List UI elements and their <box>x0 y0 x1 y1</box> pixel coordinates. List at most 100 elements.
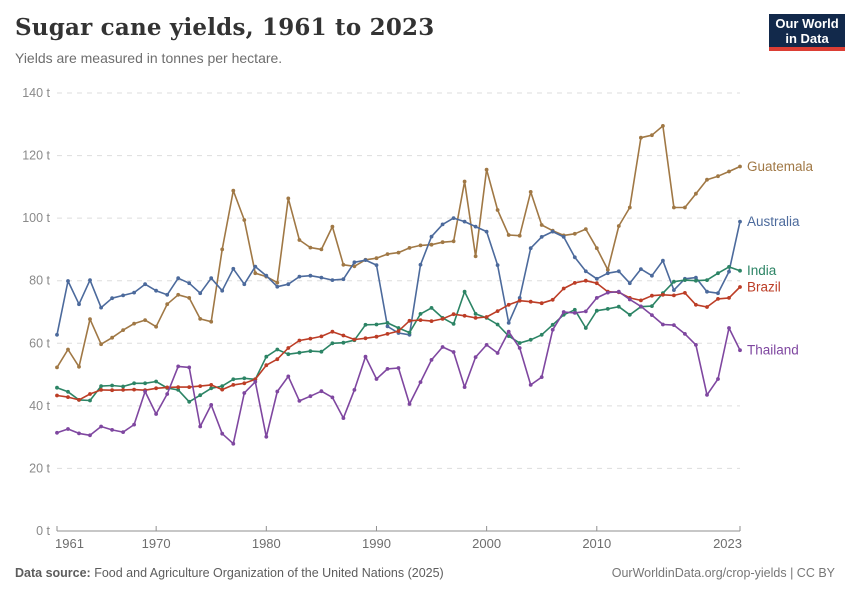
data-point[interactable] <box>539 235 544 239</box>
data-point[interactable] <box>594 281 599 286</box>
data-point[interactable] <box>352 260 357 265</box>
series-label-thailand[interactable]: Thailand <box>747 343 799 358</box>
data-point[interactable] <box>209 403 214 407</box>
data-point[interactable] <box>374 322 379 327</box>
data-point[interactable] <box>639 135 643 140</box>
data-point[interactable] <box>572 307 577 312</box>
data-point[interactable] <box>352 388 357 392</box>
series-label-australia[interactable]: Australia <box>747 214 800 229</box>
data-point[interactable] <box>528 337 533 342</box>
data-point[interactable] <box>88 278 92 282</box>
data-point[interactable] <box>77 302 81 307</box>
data-point[interactable] <box>330 329 335 334</box>
data-point[interactable] <box>220 247 225 252</box>
data-point[interactable] <box>506 329 511 334</box>
data-point[interactable] <box>639 267 643 271</box>
data-point[interactable] <box>242 218 247 222</box>
data-point[interactable] <box>705 289 709 294</box>
data-point[interactable] <box>727 169 731 174</box>
data-point[interactable] <box>605 271 610 276</box>
data-point[interactable] <box>716 174 720 179</box>
data-point[interactable] <box>187 281 192 286</box>
data-point[interactable] <box>429 242 434 247</box>
data-point[interactable] <box>374 377 379 381</box>
data-point[interactable] <box>396 329 401 333</box>
data-point[interactable] <box>88 398 92 403</box>
data-point[interactable] <box>55 332 59 337</box>
data-point[interactable] <box>165 385 170 390</box>
data-point[interactable] <box>55 365 59 370</box>
data-point[interactable] <box>286 282 291 287</box>
data-point[interactable] <box>275 347 280 352</box>
data-point[interactable] <box>517 346 522 350</box>
data-point[interactable] <box>176 388 181 392</box>
data-point[interactable] <box>132 290 137 295</box>
series-line-brazil[interactable] <box>56 279 741 401</box>
data-point[interactable] <box>154 412 159 416</box>
data-point[interactable] <box>407 246 412 250</box>
data-point[interactable] <box>275 280 280 285</box>
owid-url-link[interactable]: OurWorldinData.org/crop-yields <box>611 566 787 580</box>
data-point[interactable] <box>275 389 280 394</box>
data-point[interactable] <box>616 304 621 309</box>
data-point[interactable] <box>650 133 654 138</box>
data-point[interactable] <box>253 379 258 384</box>
data-point[interactable] <box>550 327 555 332</box>
data-point[interactable] <box>385 252 390 256</box>
data-point[interactable] <box>66 427 70 431</box>
data-point[interactable] <box>418 262 423 267</box>
data-point[interactable] <box>143 381 148 386</box>
series-line-australia[interactable] <box>56 217 741 336</box>
data-point[interactable] <box>187 385 192 389</box>
data-point[interactable] <box>55 393 59 398</box>
data-point[interactable] <box>99 424 103 429</box>
data-point[interactable] <box>99 384 103 388</box>
series-label-brazil[interactable]: Brazil <box>747 279 781 294</box>
data-point[interactable] <box>264 363 269 368</box>
data-point[interactable] <box>661 258 665 263</box>
data-point[interactable] <box>55 430 59 435</box>
data-point[interactable] <box>275 357 280 362</box>
data-point[interactable] <box>341 340 346 345</box>
data-point[interactable] <box>297 238 302 242</box>
data-point[interactable] <box>451 350 456 354</box>
data-point[interactable] <box>672 323 676 327</box>
data-point[interactable] <box>429 358 434 362</box>
data-point[interactable] <box>341 277 346 282</box>
data-point[interactable] <box>440 345 445 349</box>
data-point[interactable] <box>650 273 654 278</box>
data-point[interactable] <box>110 383 114 388</box>
data-point[interactable] <box>176 364 181 369</box>
data-point[interactable] <box>495 322 500 327</box>
data-point[interactable] <box>572 311 577 315</box>
data-point[interactable] <box>594 276 599 281</box>
data-point[interactable] <box>374 263 379 267</box>
data-point[interactable] <box>77 364 81 369</box>
data-point[interactable] <box>286 346 291 350</box>
data-point[interactable] <box>231 383 236 387</box>
data-point[interactable] <box>429 306 434 310</box>
data-point[interactable] <box>727 326 731 330</box>
data-point[interactable] <box>330 395 335 400</box>
data-point[interactable] <box>77 398 81 402</box>
data-point[interactable] <box>705 177 709 182</box>
data-point[interactable] <box>132 422 137 427</box>
data-point[interactable] <box>407 402 412 406</box>
data-point[interactable] <box>661 292 665 297</box>
data-point[interactable] <box>209 319 214 324</box>
data-point[interactable] <box>297 338 302 343</box>
data-point[interactable] <box>77 431 81 436</box>
data-point[interactable] <box>616 269 621 274</box>
data-point[interactable] <box>484 167 489 172</box>
data-point[interactable] <box>473 224 478 229</box>
data-point[interactable] <box>440 317 445 321</box>
data-point[interactable] <box>121 293 125 298</box>
data-point[interactable] <box>451 312 456 317</box>
data-point[interactable] <box>165 292 170 297</box>
data-point[interactable] <box>727 296 731 300</box>
data-point[interactable] <box>683 278 687 282</box>
data-point[interactable] <box>627 281 632 286</box>
data-point[interactable] <box>187 365 192 370</box>
data-point[interactable] <box>683 205 687 210</box>
data-point[interactable] <box>308 273 313 278</box>
